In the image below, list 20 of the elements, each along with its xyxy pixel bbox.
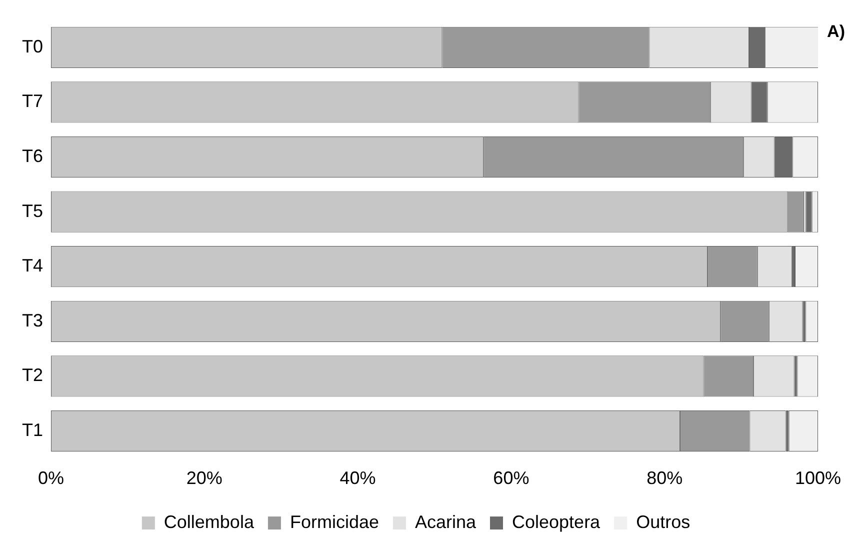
legend-label: Outros xyxy=(636,512,690,532)
y-tick-label: T7 xyxy=(22,91,44,112)
legend-label: Collembola xyxy=(164,512,255,532)
y-tick-label: T1 xyxy=(22,420,44,440)
y-tick-label: T2 xyxy=(22,365,44,386)
x-tick-label: 20% xyxy=(186,468,222,488)
y-tick-label: T0 xyxy=(22,36,44,56)
y-tick-label: T3 xyxy=(22,310,44,330)
legend-label: Formicidae xyxy=(290,512,379,532)
legend-label: Coleoptera xyxy=(512,512,602,532)
legend-label: Acarina xyxy=(414,512,477,532)
y-tick-label: T6 xyxy=(22,146,44,166)
x-tick-label: 0% xyxy=(38,468,64,488)
x-tick-label: 60% xyxy=(493,468,530,488)
text: A) xyxy=(827,22,845,42)
x-tick-label: 80% xyxy=(646,468,683,488)
x-tick-label: 40% xyxy=(340,468,376,488)
y-tick-label: T5 xyxy=(22,200,44,221)
x-tick-label: 100% xyxy=(794,468,842,488)
y-tick-label: T4 xyxy=(22,256,44,276)
